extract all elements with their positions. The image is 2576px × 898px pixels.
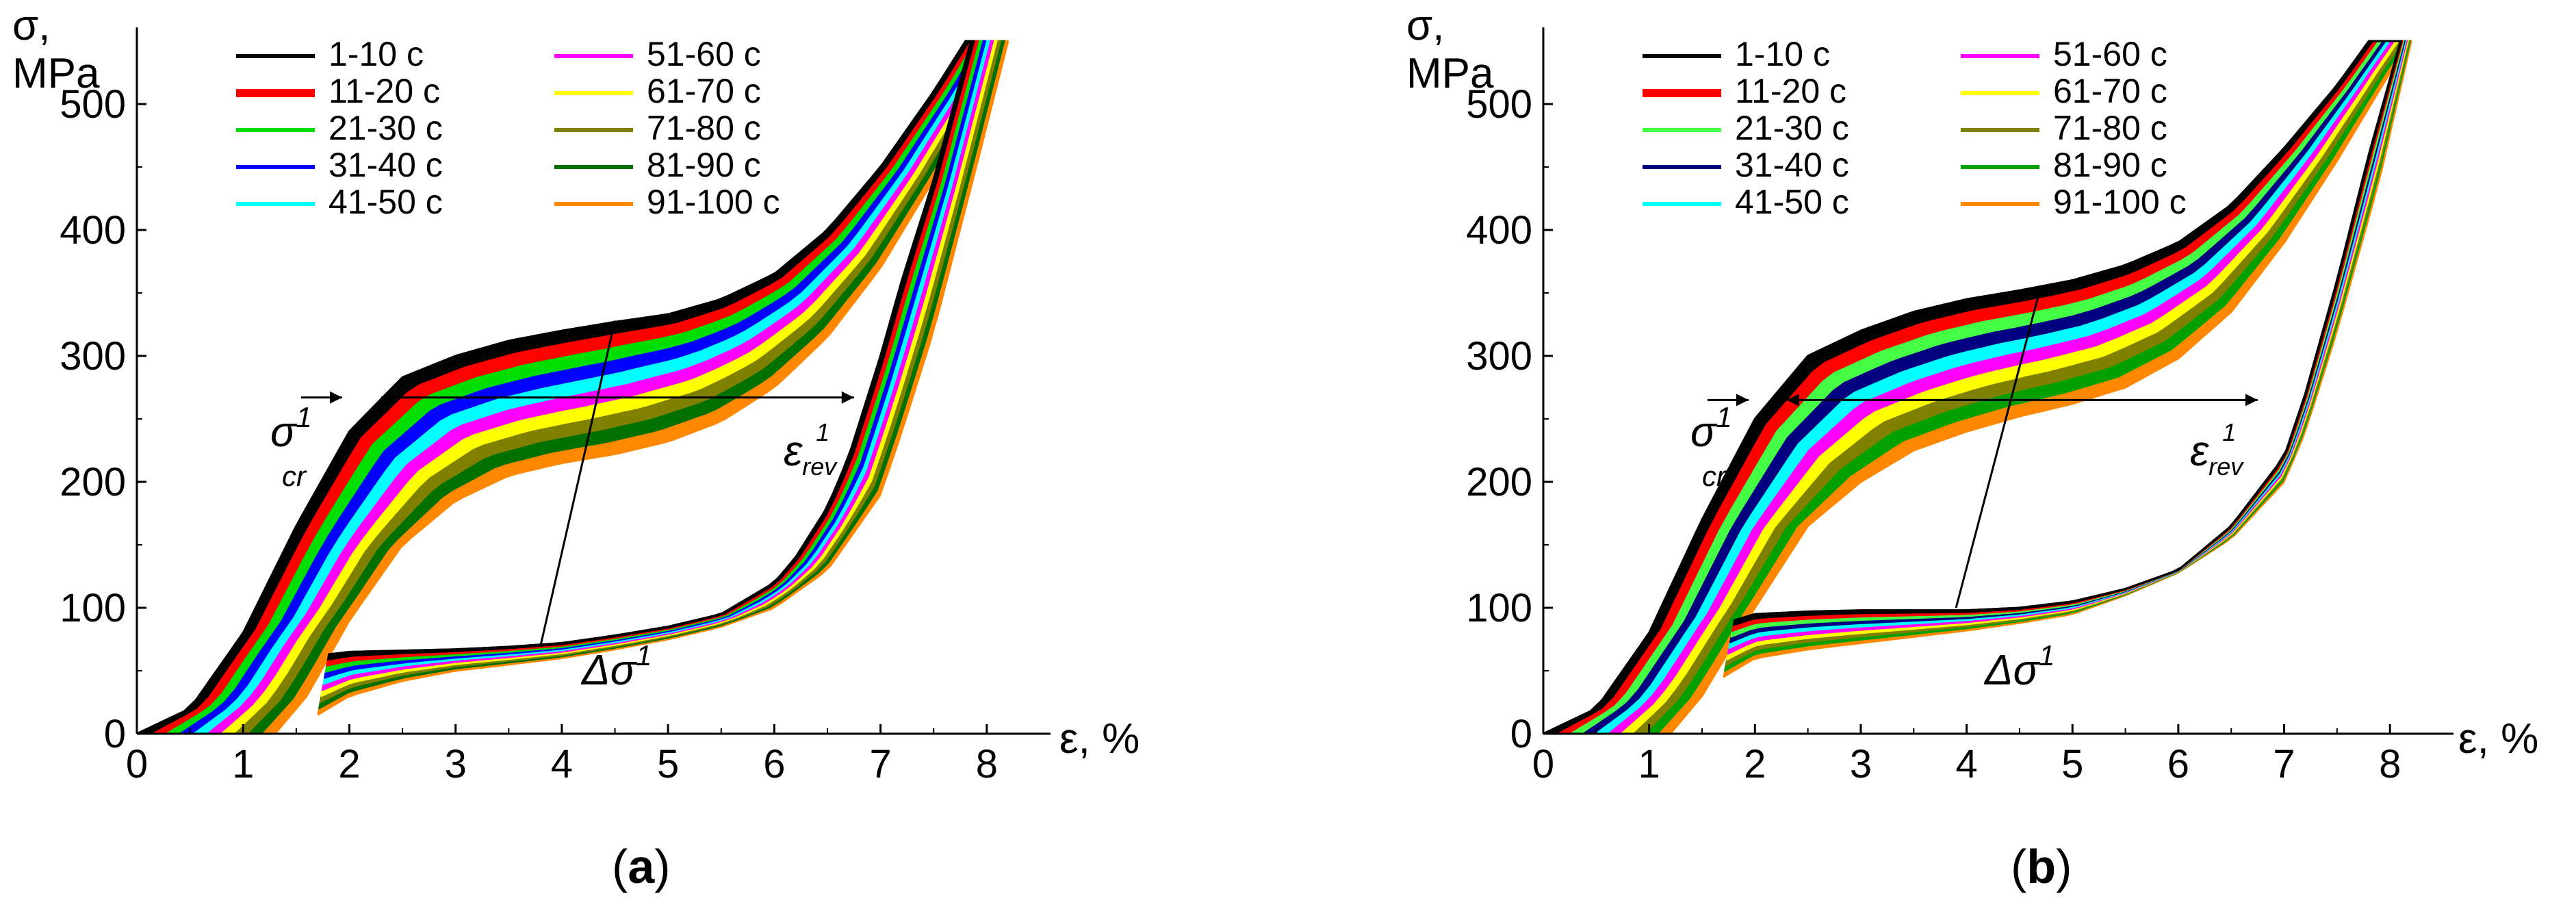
x-tick-label: 5 (657, 742, 679, 786)
eps-rev-annotation: εrev1 (784, 418, 838, 480)
legend-label: 61-70 c (647, 72, 761, 110)
y-tick-label: 300 (60, 334, 126, 379)
y-tick-label: 300 (1466, 334, 1532, 379)
legend-label: 91-100 c (2053, 183, 2187, 221)
panel-label: (a) (612, 840, 671, 893)
legend-label: 91-100 c (647, 183, 780, 221)
y-tick-label: 0 (1510, 712, 1532, 756)
panel-b: σ, MPa ε, % 0 1 2 3 4 5 6 7 8 0 100 200 300 400 500 1-… (1406, 2, 2538, 893)
first-cycle-curve (136, 40, 973, 735)
y-tick-label: 400 (60, 208, 126, 253)
x-tick-label: 6 (763, 742, 785, 786)
sigma-cr-subscript: cr (282, 460, 307, 492)
x-tick-label: 3 (445, 742, 467, 786)
legend-label: 1-10 c (1735, 35, 1830, 73)
x-tick-label: 1 (232, 742, 254, 786)
y-axis-label: σ, (1406, 2, 1445, 49)
legend-label: 21-30 c (329, 109, 443, 147)
x-axis-label: ε, % (1059, 715, 1139, 762)
y-axis-unit-label: MPa (12, 50, 100, 97)
sigma-cr-annotation: σ1 (1690, 401, 1732, 456)
legend-label: 11-20 c (1735, 72, 1846, 110)
legend-label: 71-80 c (2053, 109, 2167, 147)
panel-a: σ, MPa ε, % 0 1 2 3 4 5 6 7 8 0 100 200 300 400 500 1-… (12, 2, 1139, 893)
x-tick-label: 8 (976, 742, 998, 786)
legend-label: 1-10 c (329, 35, 424, 73)
sigma-cr-arrowhead (1736, 394, 1749, 407)
delta-sigma-annotation: Δσ1 (1983, 639, 2055, 694)
legend-label: 81-90 c (2053, 146, 2167, 184)
legend-label: 71-80 c (647, 109, 761, 147)
x-tick-label: 4 (551, 742, 573, 786)
y-axis-label: σ, (12, 2, 51, 49)
delta-sigma-line (539, 320, 617, 646)
x-tick-label: 4 (1955, 742, 1977, 786)
sigma-cr-arrowhead (330, 391, 342, 404)
annotations: σ1 cr Δσ1 εrev1 (270, 320, 854, 694)
legend-label: 31-40 c (329, 146, 443, 184)
delta-sigma-annotation: Δσ1 (580, 639, 652, 694)
panel-label: (b) (2011, 840, 2072, 893)
y-axis-unit-label: MPa (1406, 50, 1494, 97)
y-tick-label: 0 (104, 712, 126, 756)
legend-label: 51-60 c (2053, 35, 2167, 73)
legend-label: 61-70 c (2053, 72, 2167, 110)
first-cycle-curve (1543, 40, 2402, 735)
y-tick-label: 200 (1466, 460, 1532, 504)
x-tick-label: 0 (1532, 742, 1554, 786)
x-tick-label: 3 (1850, 742, 1872, 786)
sigma-cr-subscript: cr (1702, 460, 1727, 492)
x-tick-label: 1 (1638, 742, 1660, 786)
x-tick-label: 2 (1744, 742, 1766, 786)
eps-rev-arrowhead-right (841, 391, 854, 404)
eps-rev-arrowhead-left (1786, 394, 1799, 407)
x-tick-label: 0 (126, 742, 148, 786)
x-tick-label: 7 (2273, 742, 2295, 786)
delta-sigma-line (1955, 286, 2042, 608)
x-tick-label: 8 (2379, 742, 2401, 786)
sigma-cr-annotation: σ1 (270, 401, 312, 456)
y-tick-label: 500 (1466, 82, 1532, 127)
legend-label: 41-50 c (1735, 183, 1849, 221)
x-tick-label: 7 (869, 742, 891, 786)
annotations: σ1 cr Δσ1 εrev1 (1690, 286, 2258, 694)
eps-rev-annotation: εrev1 (2190, 418, 2244, 480)
y-tick-label: 100 (60, 586, 126, 630)
legend-label: 41-50 c (329, 183, 443, 221)
eps-rev-arrowhead-left (381, 391, 394, 404)
y-tick-label: 100 (1466, 586, 1532, 630)
eps-rev-arrowhead-right (2245, 394, 2258, 407)
x-tick-label: 2 (338, 742, 360, 786)
legend-label: 11-20 c (329, 72, 440, 110)
legend-label: 81-90 c (647, 146, 761, 184)
y-tick-label: 400 (1466, 208, 1532, 253)
legend-label: 51-60 c (647, 35, 761, 73)
x-tick-label: 5 (2061, 742, 2083, 786)
x-tick-label: 6 (2167, 742, 2189, 786)
x-axis-label: ε, % (2458, 715, 2538, 762)
y-tick-label: 200 (60, 460, 126, 504)
legend-label: 31-40 c (1735, 146, 1849, 184)
y-tick-label: 500 (60, 82, 126, 127)
legend-label: 21-30 c (1735, 109, 1849, 147)
